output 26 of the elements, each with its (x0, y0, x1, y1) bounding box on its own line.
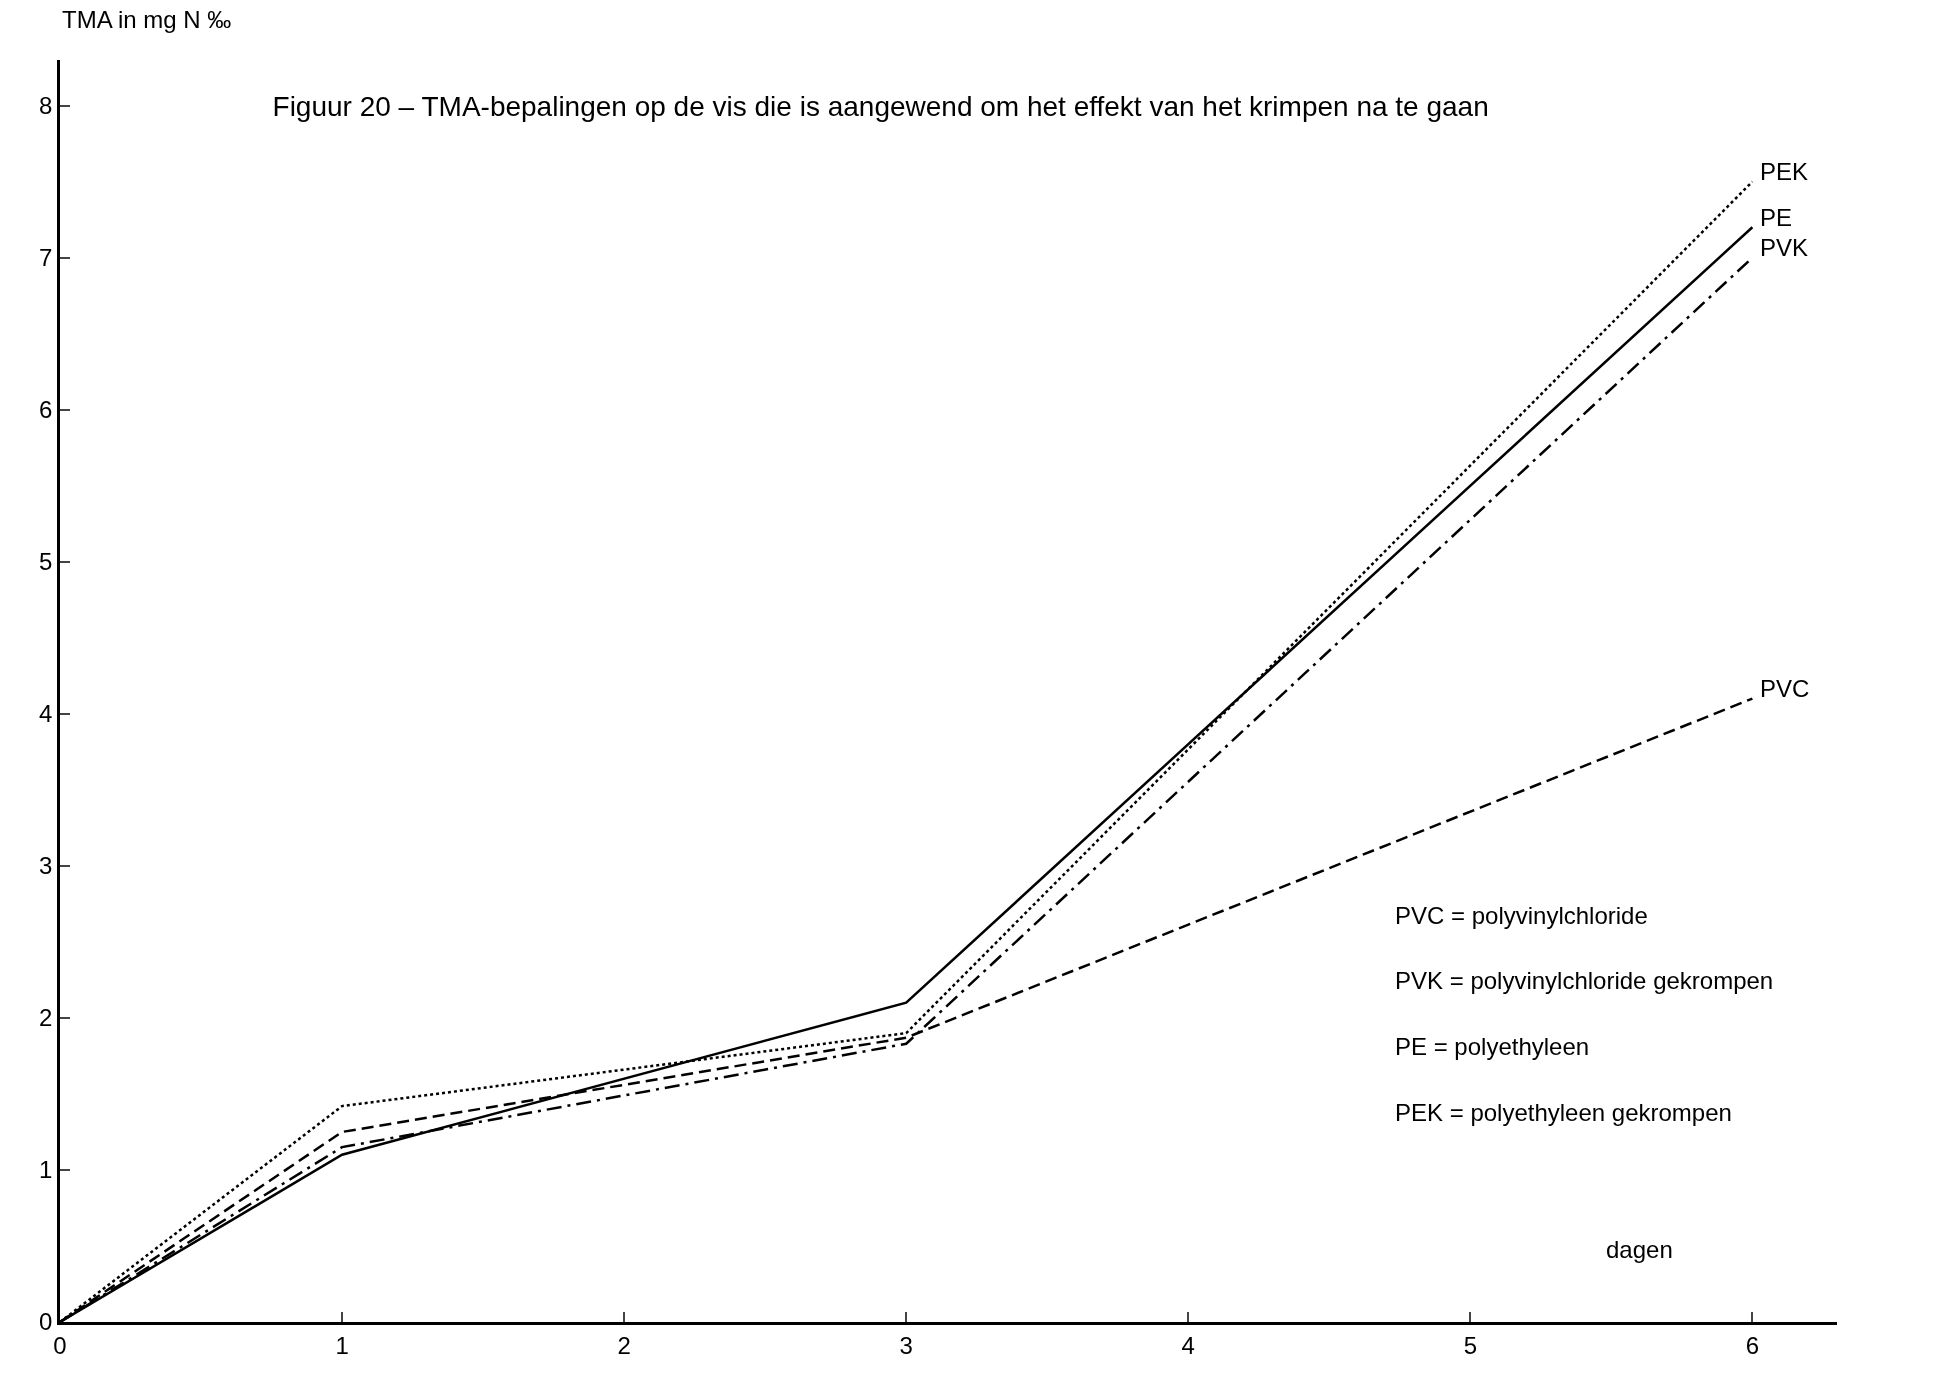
x-tick-label: 5 (1463, 1331, 1477, 1359)
y-tick-label: 6 (39, 396, 53, 424)
x-tick-label: 4 (1181, 1331, 1195, 1359)
series-label: PEK (1760, 158, 1809, 185)
y-tick-label: 0 (39, 1308, 53, 1336)
y-axis-title: TMA in mg N ‰ (62, 6, 232, 33)
series-label: PVC (1760, 675, 1810, 702)
y-tick-label: 3 (39, 852, 53, 880)
series-label: PVK (1760, 234, 1809, 261)
y-tick-label: 4 (39, 700, 53, 728)
x-axis-title: dagen (1606, 1236, 1673, 1263)
x-tick-label: 1 (335, 1331, 349, 1359)
x-tick-label: 2 (617, 1331, 631, 1359)
y-tick-label: 8 (39, 92, 53, 120)
annotation: PVK = polyvinylchloride gekrompen (1395, 967, 1774, 994)
annotation: PEK = polyethyleen gekrompen (1395, 1099, 1732, 1126)
x-tick-label: 6 (1745, 1331, 1760, 1359)
y-tick-label: 2 (39, 1004, 53, 1032)
annotation: PE = polyethyleen (1395, 1033, 1590, 1060)
x-tick-label: 3 (899, 1331, 913, 1359)
annotation: PVC = polyvinylchloride (1395, 902, 1648, 929)
series-label: PE (1760, 204, 1793, 231)
y-tick-label: 7 (39, 244, 53, 272)
y-tick-label: 1 (39, 1156, 53, 1184)
text: Figuur 20 – TMA-bepalingen op de vis die is aangewend om het effekt van het krimpen na te gaan (272, 91, 1489, 123)
y-tick-label: 5 (39, 548, 53, 576)
